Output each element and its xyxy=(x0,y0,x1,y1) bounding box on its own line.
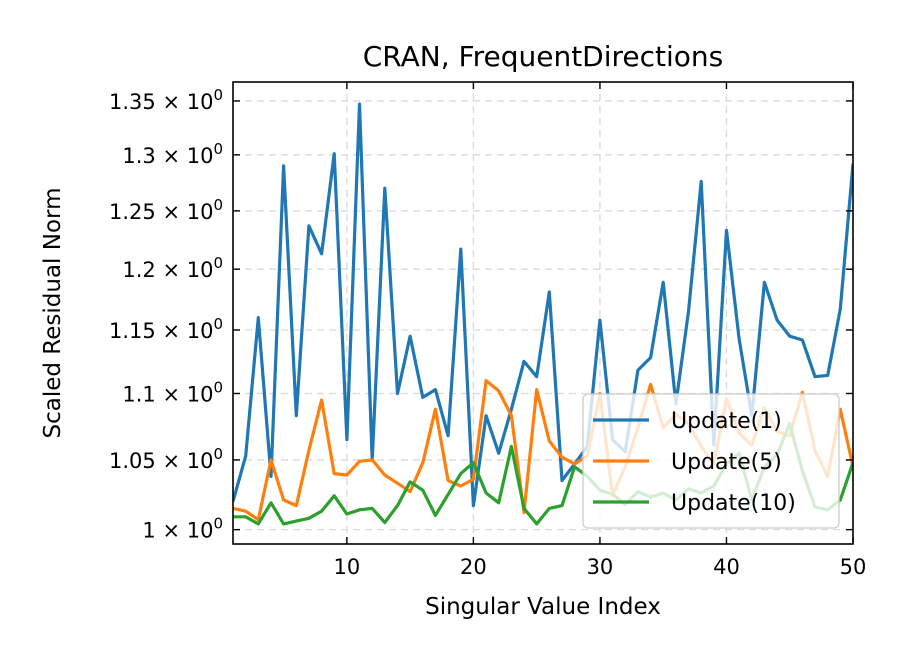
legend-box xyxy=(582,393,840,529)
y-tick-label: 1.25 × 100 xyxy=(109,196,223,224)
plot-frame xyxy=(232,81,854,545)
x-axis: 10 20 30 40 50 xyxy=(334,82,867,579)
y-tick-label: 1 × 100 xyxy=(142,515,223,543)
x-tick-label: 20 xyxy=(460,555,487,579)
x-tick-label: 10 xyxy=(334,555,361,579)
chart-title: CRAN, FrequentDirections xyxy=(363,40,724,73)
x-tick-label: 50 xyxy=(840,555,867,579)
legend: Update(1) Update(5) Update(10) xyxy=(582,393,840,529)
y-axis: 1 × 100 1.05 × 100 1.1 × 100 1.15 × 100 1.2 … xyxy=(109,86,853,543)
y-axis-label: Scaled Residual Norm xyxy=(40,188,66,439)
x-tick-label: 30 xyxy=(587,555,614,579)
legend-entry: Update(5) xyxy=(671,450,782,475)
y-tick-label: 1.2 × 100 xyxy=(122,254,223,282)
y-tick-label: 1.35 × 100 xyxy=(109,86,223,114)
y-tick-label: 1.05 × 100 xyxy=(109,445,223,473)
x-tick-label: 40 xyxy=(713,555,740,579)
x-axis-label: Singular Value Index xyxy=(425,594,661,620)
y-tick-label: 1.3 × 100 xyxy=(122,140,223,168)
legend-entry: Update(10) xyxy=(671,491,796,516)
legend-entry: Update(1) xyxy=(671,409,782,434)
y-tick-label: 1.15 × 100 xyxy=(109,315,223,343)
y-tick-label: 1.1 × 100 xyxy=(122,378,223,406)
